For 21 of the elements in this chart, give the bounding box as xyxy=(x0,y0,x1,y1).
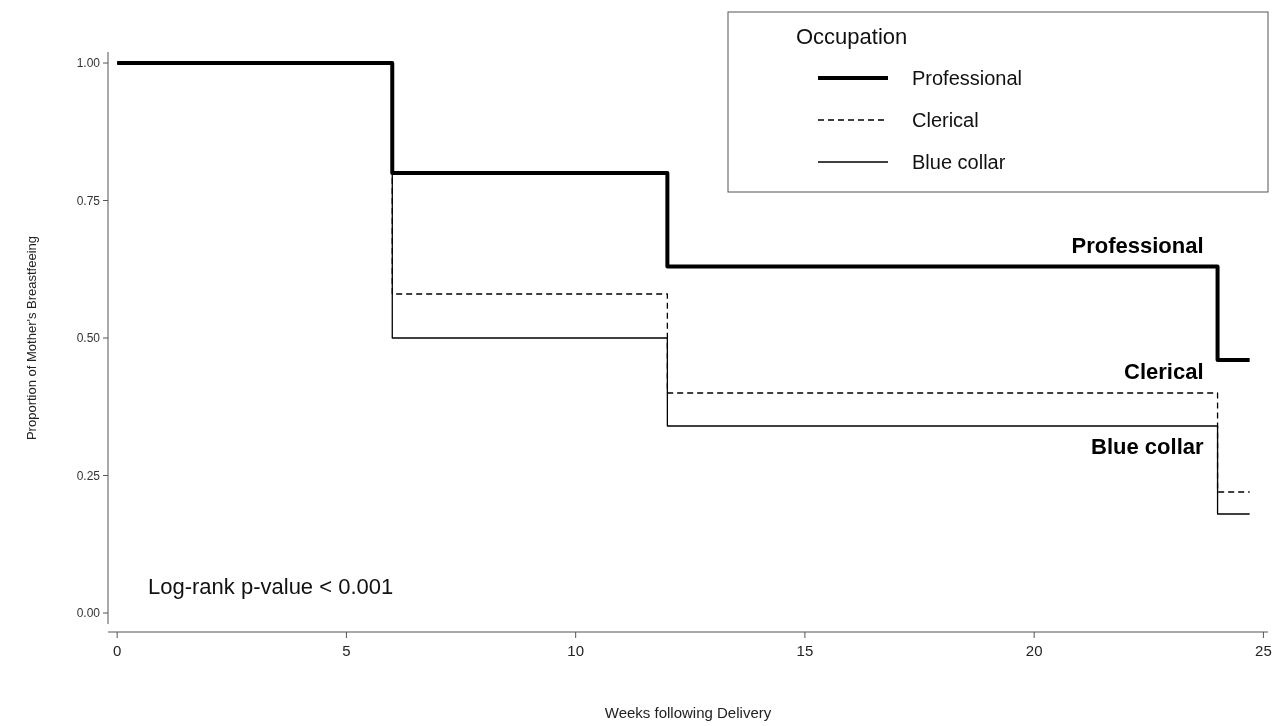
x-tick-label: 10 xyxy=(567,642,585,659)
y-tick-label: 0.50 xyxy=(76,331,101,346)
text: Professional xyxy=(1071,232,1204,258)
x-tick-label: 15 xyxy=(796,642,814,659)
x-tick-label: 5 xyxy=(342,642,351,659)
legend-title: Occupation xyxy=(796,24,908,49)
x-tick-label: 20 xyxy=(1025,642,1043,659)
legend-label: Clerical xyxy=(912,109,979,131)
text: Blue collar xyxy=(1091,434,1204,459)
annotation: Log-rank p-value < 0.001 xyxy=(148,574,394,599)
x-tick-label: 25 xyxy=(1255,642,1272,659)
x-tick-label: 0 xyxy=(113,642,122,659)
y-tick-label: 0.25 xyxy=(76,468,101,483)
text: Clerical xyxy=(1124,359,1204,384)
x-axis-title: Weeks following Delivery xyxy=(604,704,772,721)
legend-label: Blue collar xyxy=(912,151,1006,173)
legend-label: Professional xyxy=(912,67,1023,89)
y-tick-label: 0.75 xyxy=(76,193,101,208)
y-tick-label: 0.00 xyxy=(76,606,101,621)
y-tick-label: 1.00 xyxy=(76,56,101,71)
y-axis-title: Proportion of Mother's Breastfeeing xyxy=(24,235,39,441)
